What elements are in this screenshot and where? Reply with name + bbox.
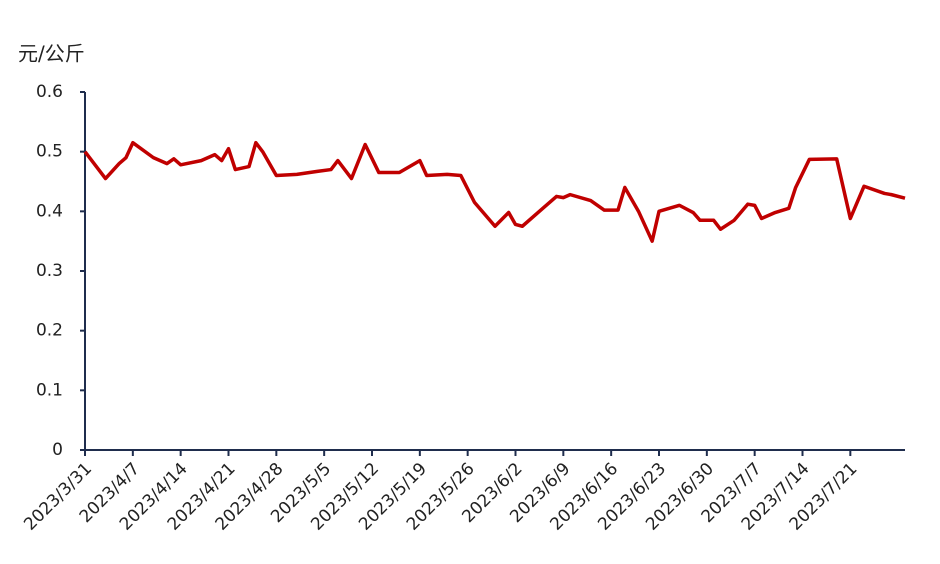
x-tick-label: 2023/3/31 [20, 459, 96, 535]
data-line [83, 140, 906, 243]
y-tick-label: 0.6 [36, 82, 63, 102]
y-tick-label: 0.1 [36, 380, 63, 400]
y-tick-label: 0.3 [36, 261, 63, 281]
y-tick-label: 0 [52, 440, 63, 460]
y-tick-label: 0.4 [36, 201, 63, 221]
y-tick-label: 0.2 [36, 321, 63, 341]
y-tick-label: 0.5 [36, 142, 63, 162]
y-axis-label: 元/公斤 [18, 42, 85, 66]
